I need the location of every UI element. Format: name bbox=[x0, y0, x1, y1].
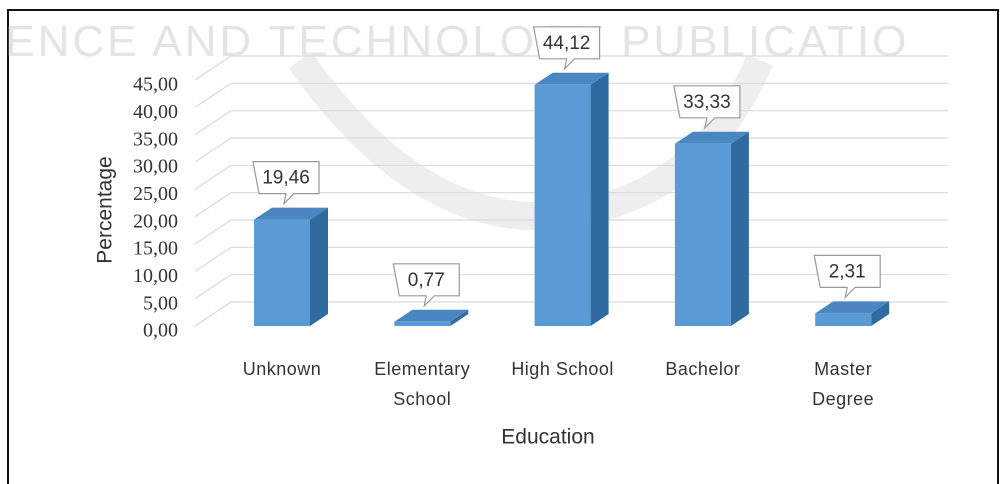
bar-top bbox=[534, 72, 609, 85]
data-label-box bbox=[252, 161, 320, 206]
x-tick-label: Unknown bbox=[242, 359, 322, 379]
bar-top bbox=[254, 207, 328, 220]
watermark: IENCE AND TECHNOLOGY PUBLICATIO bbox=[0, 17, 909, 66]
y-tick-label: 45,00 bbox=[133, 74, 178, 96]
y-tick-label: 25,00 bbox=[133, 183, 178, 205]
grid-line bbox=[194, 82, 948, 108]
x-tick-label-box: Bachelor bbox=[665, 359, 741, 379]
y-tick-label: 0,00 bbox=[143, 320, 178, 342]
x-tick-label: Bachelor bbox=[665, 359, 741, 379]
y-tick-label: 40,00 bbox=[133, 101, 178, 123]
x-tick-label-box: High School bbox=[511, 359, 614, 379]
data-label-box bbox=[673, 85, 741, 130]
x-tick-label: High School bbox=[511, 359, 614, 379]
data-label-box bbox=[392, 263, 460, 308]
bar-side bbox=[590, 72, 609, 326]
x-tick-label: Elementary School bbox=[374, 359, 471, 409]
x-axis-title: Education bbox=[501, 426, 594, 449]
data-label: 19,46 bbox=[262, 168, 310, 189]
bar bbox=[254, 219, 310, 326]
data-label-box bbox=[532, 26, 601, 71]
data-label: 33,33 bbox=[683, 92, 731, 113]
bar-side bbox=[730, 131, 749, 326]
bar bbox=[394, 321, 451, 326]
bar-top bbox=[394, 309, 469, 322]
bar-side bbox=[310, 207, 328, 326]
y-axis-title: Percentage bbox=[94, 156, 117, 263]
x-tick-label: Master Degree bbox=[812, 359, 875, 409]
bar-side bbox=[450, 309, 469, 326]
bar bbox=[674, 143, 731, 326]
bar bbox=[534, 84, 591, 326]
x-tick-label-box: Elementary School bbox=[374, 359, 471, 409]
data-label-box bbox=[813, 254, 881, 300]
bar bbox=[815, 313, 872, 326]
bar-side bbox=[871, 301, 890, 326]
bar-top bbox=[674, 131, 749, 144]
y-tick-label: 35,00 bbox=[133, 128, 178, 150]
y-tick-label: 10,00 bbox=[133, 265, 178, 287]
y-tick-label: 5,00 bbox=[143, 292, 178, 314]
data-label: 44,12 bbox=[543, 33, 591, 54]
data-label: 0,77 bbox=[408, 270, 445, 291]
y-tick-label: 20,00 bbox=[133, 210, 178, 232]
x-tick-label-box: Master Degree bbox=[812, 359, 875, 409]
data-label: 2,31 bbox=[829, 261, 866, 282]
bar-top bbox=[815, 301, 890, 314]
y-tick-label: 15,00 bbox=[133, 238, 178, 260]
x-tick-label-box: Unknown bbox=[242, 359, 322, 379]
grid-line bbox=[194, 55, 948, 81]
y-tick-label: 30,00 bbox=[133, 156, 178, 178]
